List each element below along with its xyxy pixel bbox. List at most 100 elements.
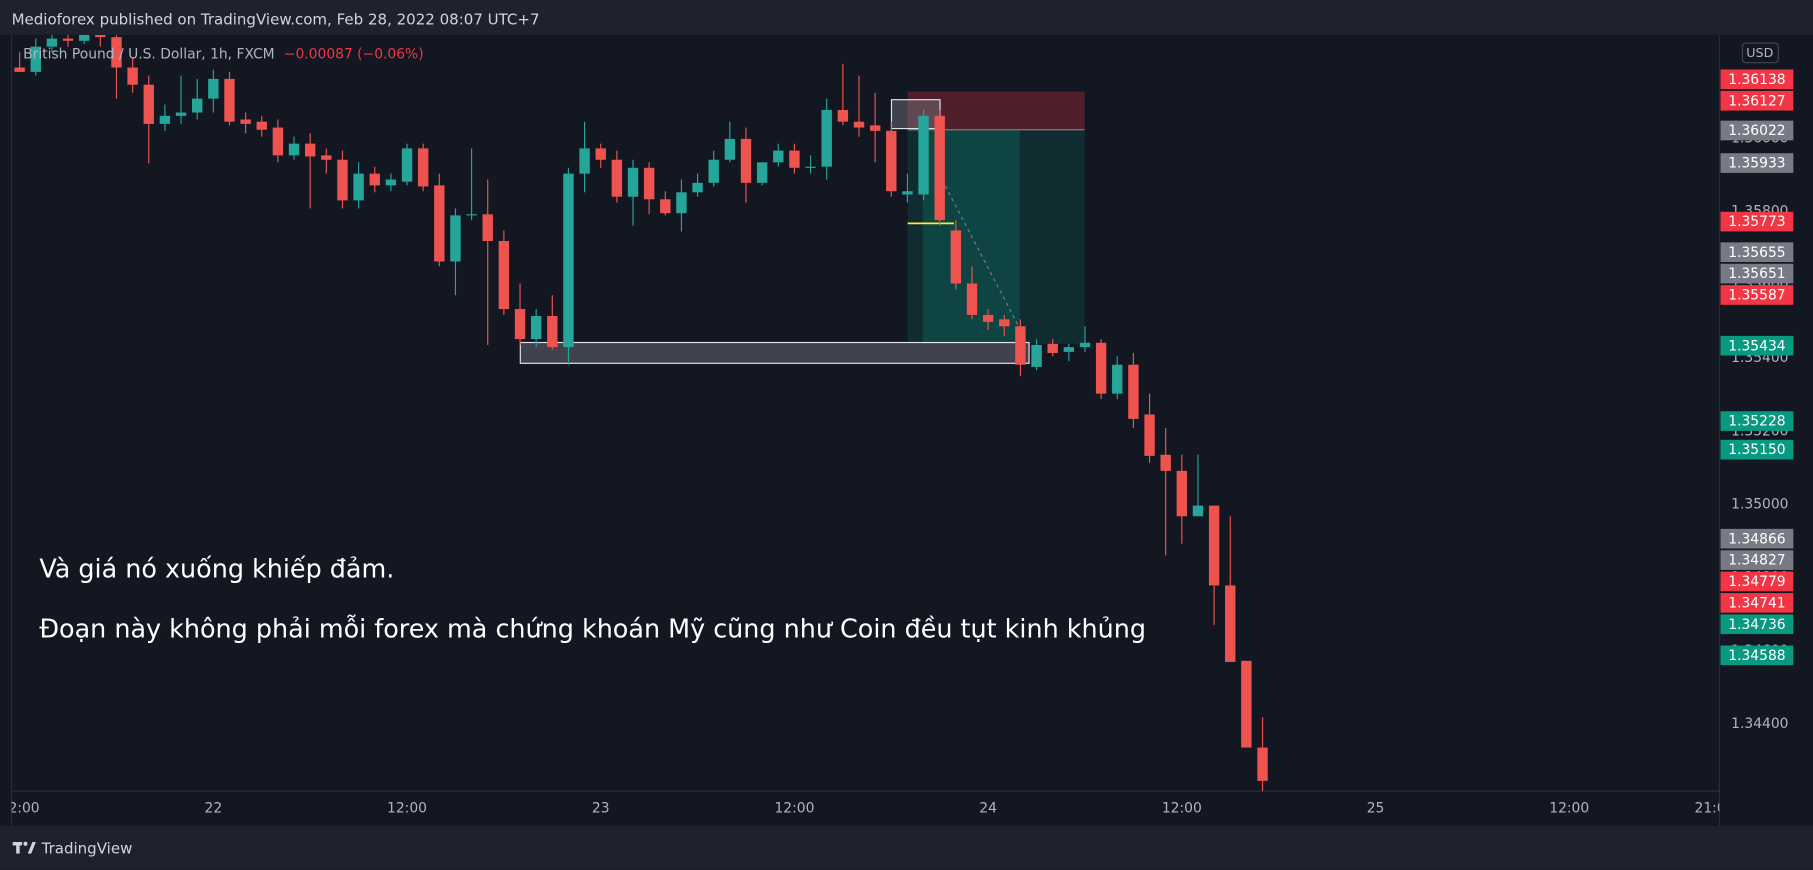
candle-body: [902, 191, 913, 195]
price-tag-label: 1.36138: [1728, 72, 1785, 88]
candle-body: [369, 173, 380, 186]
candle-body: [756, 162, 768, 183]
candle-body: [805, 166, 816, 168]
price-tag-label: 1.34866: [1728, 531, 1785, 547]
path-line: [938, 173, 1021, 329]
candle-body: [1063, 347, 1075, 352]
price-tag-label: 1.35434: [1728, 338, 1785, 354]
price-tag-label: 1.35773: [1728, 214, 1785, 230]
candle-body: [127, 67, 138, 85]
symbol-title: British Pound / U.S. Dollar, 1h, FXCM: [23, 47, 274, 63]
candle-body: [353, 173, 364, 201]
price-tag: [1720, 528, 1794, 549]
price-tag-label: 1.35228: [1728, 414, 1785, 430]
candle-body: [514, 309, 526, 340]
candle-body: [498, 241, 510, 310]
candle-body: [676, 192, 687, 214]
price-tag: [1720, 263, 1794, 284]
price-tag-label: 1.36022: [1728, 123, 1785, 139]
candle-body: [869, 125, 881, 131]
x-tick-label: 22: [205, 800, 223, 816]
candle-body: [417, 148, 429, 187]
candle-body: [934, 115, 945, 221]
price-change: −0.00087 (−0.06%): [284, 47, 424, 63]
price-tag: [1720, 439, 1794, 460]
candle-body: [1257, 747, 1268, 781]
x-tick-label: 21:00: [1695, 800, 1735, 816]
candle-body: [1208, 505, 1220, 586]
price-tag-label: 1.34827: [1728, 553, 1785, 569]
candle-body: [789, 150, 800, 168]
header-bar: [0, 0, 1813, 35]
currency: USD: [1746, 45, 1773, 60]
candle-body: [547, 316, 558, 348]
candle-body: [337, 159, 348, 201]
x-tick-label: 24: [979, 800, 997, 816]
candle-body: [175, 112, 187, 116]
price-tag: [1720, 571, 1794, 592]
price-tag-label: 1.34736: [1728, 617, 1785, 633]
candle-body: [62, 38, 74, 41]
candle-body: [143, 84, 154, 124]
price-tag: [1720, 550, 1794, 570]
candle-body: [595, 148, 606, 160]
candles: [14, 34, 1268, 792]
candle-body: [708, 159, 719, 183]
candle-body: [450, 215, 461, 262]
price-tag: [1720, 153, 1794, 173]
y-tick-label: 1.35000: [1731, 497, 1788, 513]
price-tag-label: 1.36127: [1728, 93, 1785, 109]
candle-body: [611, 159, 623, 197]
candle-body: [1241, 660, 1252, 748]
x-tick-label: 12:00: [774, 800, 814, 816]
price-tag-label: 1.35651: [1728, 266, 1785, 282]
x-tick-label: 12:00: [387, 800, 427, 816]
footer-bar: [0, 825, 1813, 870]
candle-body: [950, 230, 962, 284]
candle-body: [30, 46, 41, 72]
candle-body: [208, 78, 219, 99]
candle-body: [95, 34, 106, 38]
supply-zone: [890, 99, 941, 130]
candle-body: [466, 214, 477, 216]
candle-body: [853, 121, 865, 128]
price-tag-label: 1.34741: [1728, 595, 1785, 611]
price-tag: [1720, 411, 1794, 431]
candle-body: [1192, 505, 1204, 517]
price-tag: [1720, 285, 1794, 305]
y-tick-label: 1.34400: [1731, 716, 1788, 732]
x-tick-label: 12:00: [1162, 800, 1202, 816]
publisher-note: Medioforex published on TradingView.com,…: [12, 10, 540, 28]
candle-body: [1176, 470, 1188, 517]
candle-body: [1128, 364, 1139, 419]
price-tag: [1720, 335, 1794, 356]
currency-box: [1741, 42, 1779, 64]
candle-body: [240, 119, 251, 124]
candle-body: [321, 155, 332, 160]
candle-body: [385, 179, 397, 186]
candle-body: [982, 314, 994, 322]
price-tag: [1720, 593, 1794, 613]
support-zone: [519, 341, 1030, 364]
candle-body: [1160, 454, 1171, 471]
candle-body: [563, 173, 574, 348]
candle-body: [304, 143, 316, 157]
candle-body: [740, 138, 752, 183]
price-tag: [1720, 645, 1794, 666]
annotation: Đoạn này không phải mỗi forex mà chứng k…: [39, 613, 1146, 643]
x-tick-label: 23: [592, 800, 610, 816]
candle-body: [256, 121, 267, 130]
candle-body: [837, 109, 849, 122]
candle-body: [821, 109, 832, 167]
candle-body: [918, 115, 929, 195]
candle-body: [966, 283, 978, 315]
candle-body: [401, 148, 413, 182]
candle-body: [14, 67, 25, 72]
candle-body: [482, 214, 493, 242]
candle-body: [1079, 342, 1091, 348]
brand-logo: [12, 841, 36, 854]
candle-body: [1031, 344, 1042, 367]
candle-body: [724, 138, 736, 160]
candle-body: [886, 130, 897, 192]
price-tag: [1720, 614, 1794, 635]
